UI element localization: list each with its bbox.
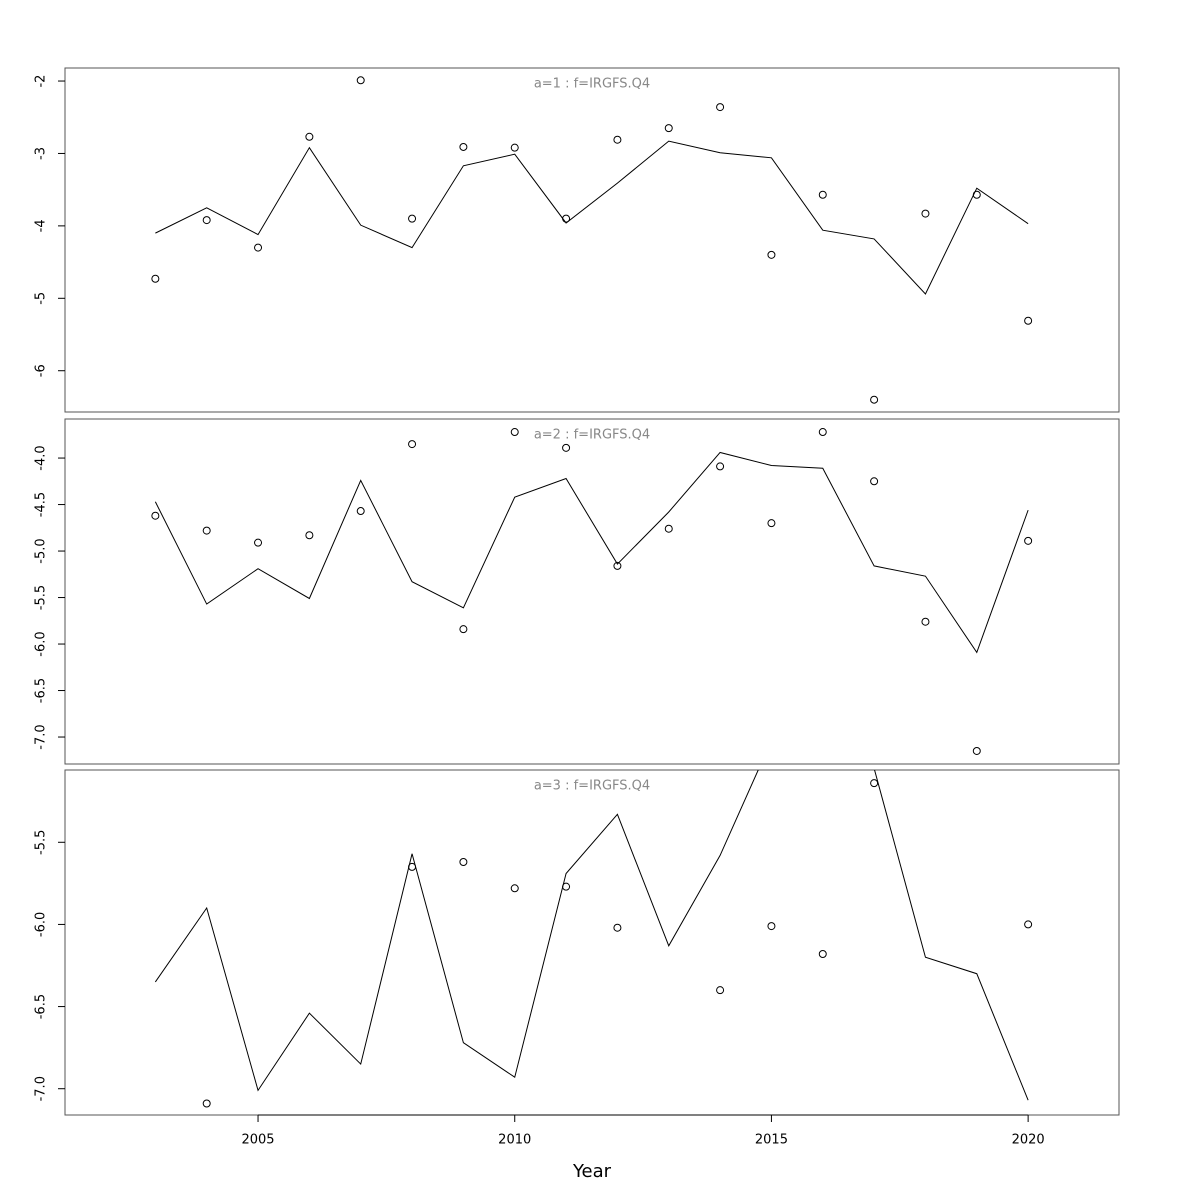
data-point [818, 428, 827, 437]
data-point [1024, 920, 1033, 929]
plot-area [154, 770, 1033, 1108]
data-point [716, 103, 725, 112]
y-tick-label: -5.5 [34, 830, 49, 855]
data-point [151, 274, 160, 283]
data-point [151, 511, 160, 520]
data-point [870, 779, 879, 788]
data-point [356, 76, 365, 85]
x-tick-label: 2020 [1012, 1133, 1045, 1148]
y-tick-label: -3 [34, 147, 49, 160]
x-tick-label: 2015 [755, 1133, 788, 1148]
y-tick-label: -2 [34, 75, 49, 88]
y-tick-label: -6.5 [34, 678, 49, 703]
x-axis-label: Year [572, 1161, 612, 1182]
data-point [767, 922, 776, 931]
data-point [562, 214, 571, 223]
data-point [972, 746, 981, 755]
data-point [1024, 536, 1033, 545]
data-point [510, 143, 519, 152]
y-tick-label: -5.0 [34, 538, 49, 563]
y-tick-label: -7.0 [34, 1076, 49, 1101]
data-point [254, 243, 263, 252]
data-point [613, 923, 622, 932]
series-line [155, 140, 1029, 295]
data-point [562, 882, 571, 891]
panel-box [64, 67, 1120, 413]
y-tick-label: -4.0 [34, 445, 49, 470]
data-point [613, 135, 622, 144]
data-point [202, 1099, 211, 1108]
data-point [408, 214, 417, 223]
panel-box [64, 769, 1120, 1116]
data-point [921, 617, 930, 626]
y-tick-label: -6.0 [34, 631, 49, 656]
series-line [154, 770, 1029, 1101]
y-tick-label: -5.5 [34, 585, 49, 610]
data-point [202, 526, 211, 535]
data-point [818, 190, 827, 199]
data-point [254, 538, 263, 547]
data-point [356, 507, 365, 516]
data-point [408, 440, 417, 449]
plot-area [151, 428, 1033, 755]
y-tick-label: -7.0 [34, 724, 49, 749]
y-tick-label: -6.0 [34, 912, 49, 937]
y-tick-label: -4 [34, 219, 49, 232]
panel-box [64, 418, 1120, 765]
data-point [818, 950, 827, 958]
y-tick-label: -6.5 [34, 994, 49, 1019]
panel-title: a=2 : f=IRGFS.Q4 [534, 428, 650, 443]
data-point [459, 625, 468, 634]
data-point [613, 561, 622, 570]
data-point [664, 124, 673, 133]
y-tick-label: -4.5 [34, 492, 49, 517]
panel-title: a=1 : f=IRGFS.Q4 [534, 77, 650, 92]
data-point [921, 209, 930, 218]
data-point [510, 428, 519, 437]
data-point [972, 190, 981, 199]
panel-title: a=3 : f=IRGFS.Q4 [534, 779, 650, 794]
data-point [767, 250, 776, 259]
data-point [202, 216, 211, 225]
data-point [459, 858, 468, 866]
plot-area [151, 76, 1033, 404]
data-point [1024, 316, 1033, 325]
data-point [767, 519, 776, 528]
x-tick-label: 2005 [241, 1133, 274, 1148]
data-point [870, 395, 879, 404]
data-point [305, 531, 314, 540]
data-point [510, 884, 519, 893]
x-tick-label: 2010 [498, 1133, 531, 1148]
data-point [408, 862, 417, 871]
y-tick-label: -5 [34, 292, 49, 305]
data-point [664, 524, 673, 533]
data-point [870, 477, 879, 486]
y-tick-label: -6 [34, 364, 49, 377]
data-point [305, 132, 314, 141]
series-line [154, 451, 1029, 654]
data-point [716, 986, 725, 995]
data-point [716, 462, 725, 471]
data-point [562, 443, 571, 452]
data-point [459, 142, 468, 151]
